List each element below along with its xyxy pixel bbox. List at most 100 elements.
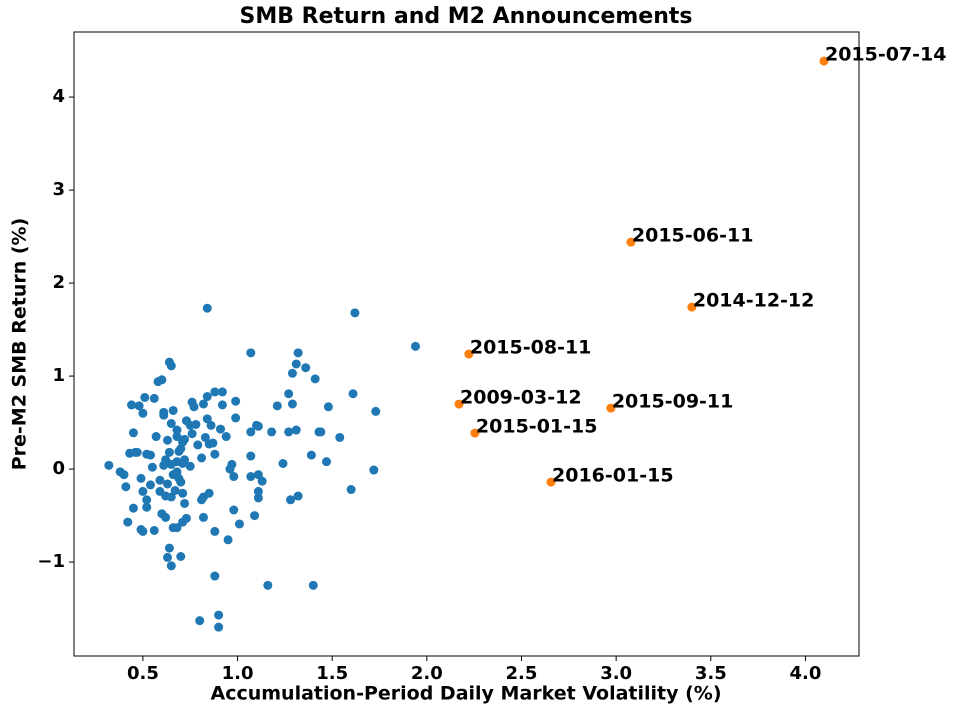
point (172, 425, 182, 435)
point (176, 477, 186, 487)
plot-frame (73, 31, 860, 657)
point (291, 359, 301, 369)
point (134, 401, 144, 411)
x-tick-label: 1.5 (316, 663, 348, 684)
point (606, 403, 616, 413)
point (197, 453, 207, 463)
point (163, 552, 173, 562)
point-label: 2015-09-11 (612, 391, 734, 413)
point (142, 495, 152, 505)
point-label: 2014-12-12 (693, 290, 815, 312)
point (187, 429, 197, 439)
point (287, 399, 297, 409)
point (253, 493, 263, 503)
point (163, 479, 173, 489)
point (301, 363, 311, 373)
point (193, 440, 203, 450)
point (140, 392, 150, 402)
point (246, 427, 256, 437)
point (159, 407, 169, 417)
point (369, 465, 379, 475)
point (149, 525, 159, 535)
point (178, 488, 188, 498)
point (257, 476, 267, 486)
point (371, 406, 381, 416)
point (200, 432, 210, 442)
point (687, 302, 697, 312)
x-tick-label: 0.5 (127, 663, 159, 684)
point (204, 488, 214, 498)
point (217, 387, 227, 397)
point (253, 486, 263, 496)
point (210, 387, 220, 397)
point (128, 503, 138, 513)
point (166, 492, 176, 502)
point (157, 375, 167, 385)
point (272, 401, 282, 411)
point (229, 472, 239, 482)
point (210, 571, 220, 581)
point (464, 349, 474, 359)
x-tick-label: 1.0 (222, 663, 254, 684)
point (250, 511, 260, 521)
point (104, 460, 114, 470)
point (253, 421, 263, 431)
point (454, 399, 464, 409)
point (155, 475, 165, 485)
y-tick-label: 1 (52, 365, 65, 386)
y-tick-label: −1 (37, 551, 65, 572)
point (161, 512, 171, 522)
point-label: 2015-01-15 (476, 416, 598, 438)
point (176, 551, 186, 561)
point (138, 486, 148, 496)
x-axis-label: Accumulation-Period Daily Market Volatil… (210, 683, 721, 705)
point (123, 517, 133, 527)
point (246, 472, 256, 482)
point (350, 308, 360, 318)
point (185, 461, 195, 471)
point (202, 392, 212, 402)
x-tick-label: 2.0 (411, 663, 443, 684)
point (149, 393, 159, 403)
y-axis-label: Pre-M2 SMB Return (%) (9, 218, 31, 471)
point (214, 622, 224, 632)
point (227, 459, 237, 469)
y-tick-label: 3 (52, 179, 65, 200)
point (223, 535, 233, 545)
point (346, 485, 356, 495)
point (180, 455, 190, 465)
point (166, 419, 176, 429)
point-label: 2015-07-14 (825, 44, 947, 66)
point (310, 374, 320, 384)
point (136, 525, 146, 535)
point (210, 449, 220, 459)
point (136, 473, 146, 483)
point (198, 512, 208, 522)
point (147, 462, 157, 472)
point (217, 400, 227, 410)
point (263, 580, 273, 590)
y-tick-label: 4 (52, 86, 65, 107)
point-label: 2009-03-12 (460, 387, 582, 409)
point (322, 457, 332, 467)
point (210, 526, 220, 536)
x-tick-label: 2.5 (506, 663, 538, 684)
point (293, 491, 303, 501)
point (231, 396, 241, 406)
point (121, 482, 131, 492)
point (231, 413, 241, 423)
point (208, 438, 218, 448)
point (145, 450, 155, 460)
point (195, 616, 205, 626)
point-label: 2016-01-15 (552, 465, 674, 487)
point (206, 420, 216, 430)
point (546, 477, 556, 487)
point-label: 2015-06-11 (632, 225, 754, 247)
point (202, 414, 212, 424)
point (284, 389, 294, 399)
point (410, 341, 420, 351)
point (151, 432, 161, 442)
point (267, 427, 277, 437)
point (181, 513, 191, 523)
